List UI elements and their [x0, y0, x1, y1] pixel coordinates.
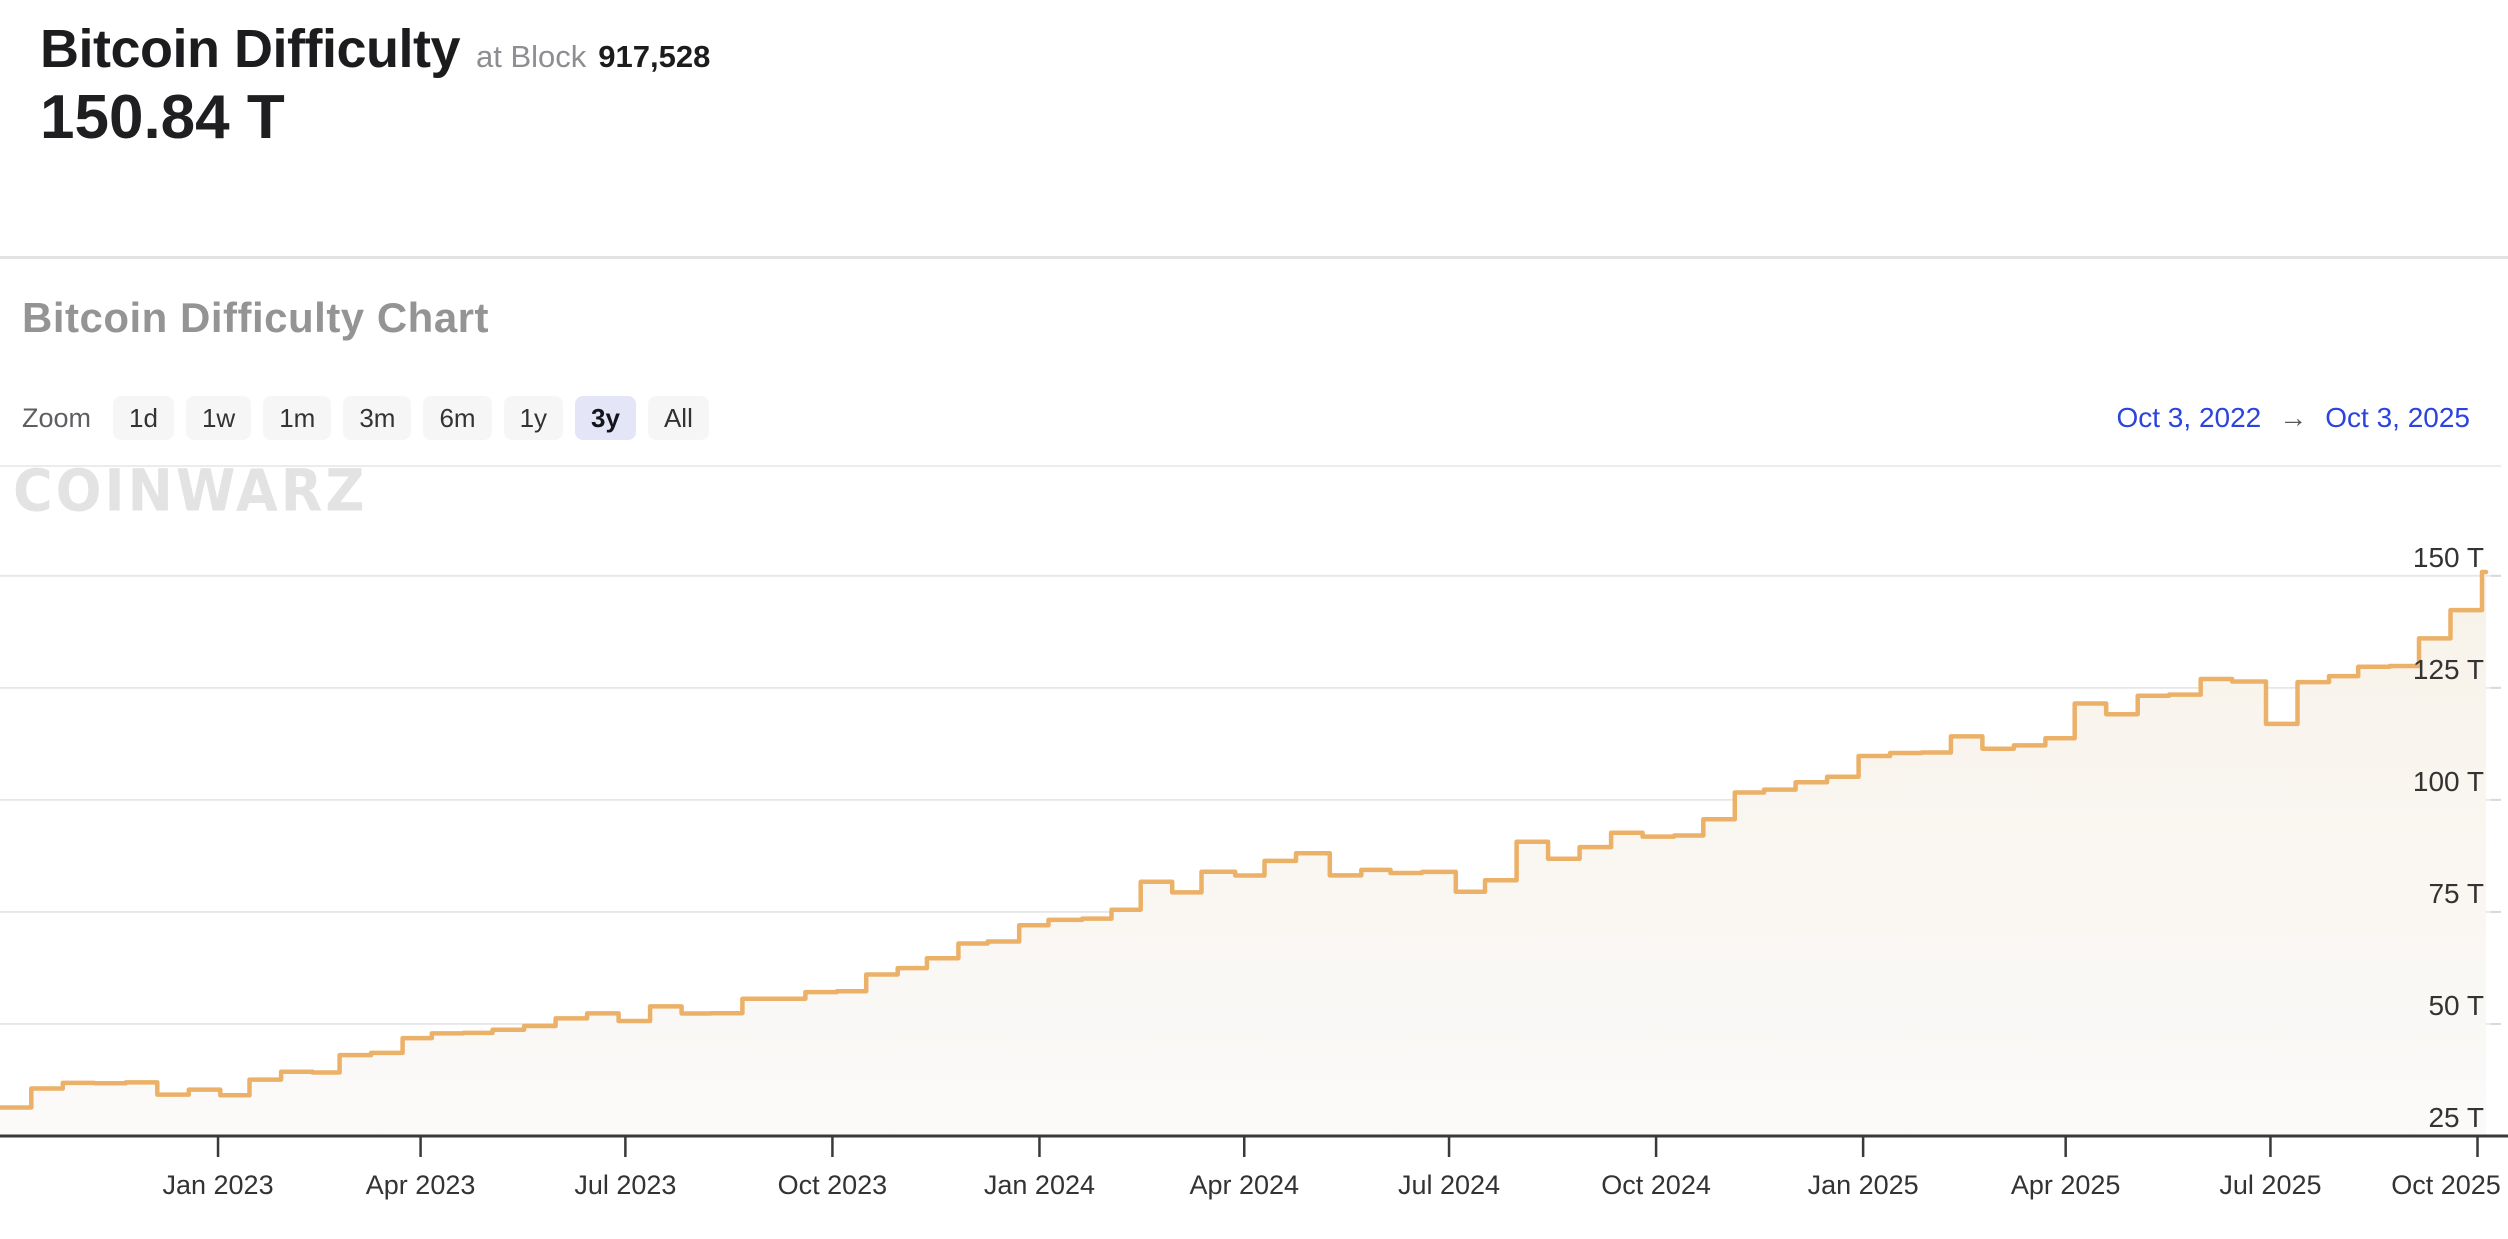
- x-tick-label: Jan 2025: [1808, 1170, 1919, 1200]
- coinwarz-watermark-logo: CoinWarz: [13, 456, 368, 525]
- range-end-date[interactable]: Oct 3, 2025: [2325, 402, 2470, 433]
- chart-controls: Zoom 1d 1w 1m 3m 6m 1y 3y All Oct 3, 2022 → Oct…: [22, 396, 2478, 440]
- difficulty-chart[interactable]: 150 T 125 T 100 T 75 T 50 T 25 T Jan 2023 Apr 2…: [0, 455, 2508, 1239]
- page-title: Bitcoin Difficulty: [40, 19, 461, 79]
- y-tick-label: 50 T: [2428, 990, 2484, 1021]
- x-tick-label: Jul 2024: [1398, 1170, 1500, 1200]
- at-block-label: at Block: [476, 39, 587, 74]
- date-range: Oct 3, 2022 → Oct 3, 2025: [2116, 402, 2478, 434]
- header-divider: [0, 256, 2508, 259]
- zoom-label: Zoom: [22, 402, 92, 433]
- y-tick-label: 125 T: [2413, 654, 2484, 685]
- y-tick-label: 75 T: [2428, 878, 2484, 909]
- zoom-button-1d[interactable]: 1d: [113, 396, 174, 440]
- zoom-button-1m[interactable]: 1m: [263, 396, 332, 440]
- x-tick-label: Jul 2025: [2219, 1170, 2321, 1200]
- zoom-button-group: 1d 1w 1m 3m 6m 1y 3y All: [113, 396, 709, 440]
- difficulty-area-fill: [0, 572, 2486, 1136]
- x-tick-label: Oct 2025: [2391, 1170, 2501, 1200]
- current-difficulty-value: 150.84 T: [40, 83, 285, 152]
- block-number: 917,528: [598, 39, 711, 74]
- zoom-button-all[interactable]: All: [647, 396, 709, 440]
- range-arrow-icon: →: [2279, 402, 2308, 433]
- x-axis: Jan 2023 Apr 2023 Jul 2023 Oct 2023 Jan 2024…: [0, 1134, 2508, 1200]
- y-tick-label: 25 T: [2428, 1102, 2484, 1133]
- x-tick-label: Apr 2024: [1189, 1170, 1299, 1200]
- x-tick-label: Jul 2023: [574, 1170, 676, 1200]
- x-tick-label: Apr 2025: [2011, 1170, 2121, 1200]
- x-tick-label: Apr 2023: [366, 1170, 476, 1200]
- difficulty-step-line: [0, 569, 2489, 1110]
- y-tick-label: 150 T: [2413, 542, 2484, 573]
- x-tick-label: Oct 2024: [1601, 1170, 1711, 1200]
- x-tick-label: Oct 2023: [778, 1170, 888, 1200]
- x-tick-label: Jan 2024: [984, 1170, 1095, 1200]
- page-header: Bitcoin Difficulty at Block 917,528: [40, 18, 710, 80]
- zoom-button-1y[interactable]: 1y: [503, 396, 564, 440]
- range-start-date[interactable]: Oct 3, 2022: [2116, 402, 2262, 433]
- zoom-button-6m[interactable]: 6m: [423, 396, 492, 440]
- zoom-button-3m[interactable]: 3m: [343, 396, 412, 440]
- zoom-button-3y[interactable]: 3y: [575, 396, 636, 440]
- y-axis-labels: 150 T 125 T 100 T 75 T 50 T 25 T: [2413, 542, 2501, 1133]
- x-tick-label: Jan 2023: [162, 1170, 273, 1200]
- chart-section-title: Bitcoin Difficulty Chart: [22, 294, 490, 341]
- zoom-button-1w[interactable]: 1w: [185, 396, 252, 440]
- y-tick-label: 100 T: [2413, 766, 2484, 797]
